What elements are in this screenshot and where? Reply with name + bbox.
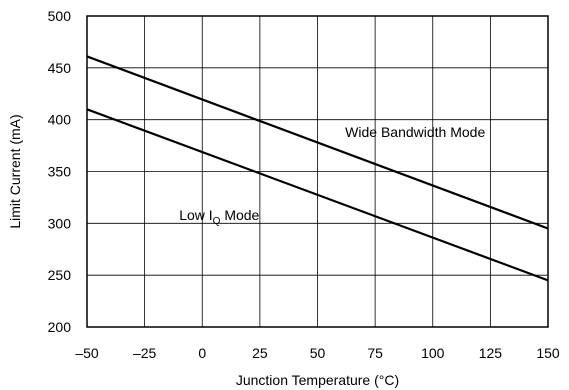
y-tick-label: 200 bbox=[48, 319, 72, 335]
series-lines bbox=[86, 55, 549, 282]
annotation-low-iq-subscript: Q bbox=[213, 216, 221, 227]
x-tick-label: 125 bbox=[479, 345, 503, 361]
x-tick-label: 100 bbox=[421, 345, 445, 361]
x-tick-label: –25 bbox=[133, 345, 157, 361]
x-tick-label: 50 bbox=[310, 345, 326, 361]
x-axis-label: Junction Temperature (°C) bbox=[236, 372, 399, 388]
y-tick-label: 250 bbox=[48, 267, 72, 283]
x-tick-label: 75 bbox=[367, 345, 383, 361]
annotation-wide-bandwidth-mode: Wide Bandwidth Mode bbox=[345, 124, 485, 140]
y-tick-label: 500 bbox=[48, 8, 72, 24]
annotation-low-iq-mode: Low IQ Mode bbox=[179, 207, 259, 227]
y-tick-labels: 200 250 300 350 400 450 500 bbox=[48, 8, 72, 335]
grid bbox=[87, 16, 548, 327]
plot-frame bbox=[86, 15, 549, 328]
annotation-low-iq-main: Low I bbox=[179, 207, 212, 223]
y-tick-label: 400 bbox=[48, 112, 72, 128]
x-tick-label: 25 bbox=[252, 345, 268, 361]
x-tick-label: 150 bbox=[536, 345, 560, 361]
annotation-low-iq-tail: Mode bbox=[220, 207, 259, 223]
x-tick-label: –50 bbox=[75, 345, 99, 361]
y-axis-label: Limit Current (mA) bbox=[7, 114, 23, 228]
y-tick-label: 300 bbox=[48, 215, 72, 231]
series-line-2 bbox=[86, 108, 549, 282]
y-tick-label: 350 bbox=[48, 164, 72, 180]
x-tick-label: 0 bbox=[198, 345, 206, 361]
x-tick-labels: –50 –25 0 25 50 75 100 125 150 bbox=[75, 345, 560, 361]
y-tick-label: 450 bbox=[48, 60, 72, 76]
series-line-1 bbox=[86, 55, 549, 230]
